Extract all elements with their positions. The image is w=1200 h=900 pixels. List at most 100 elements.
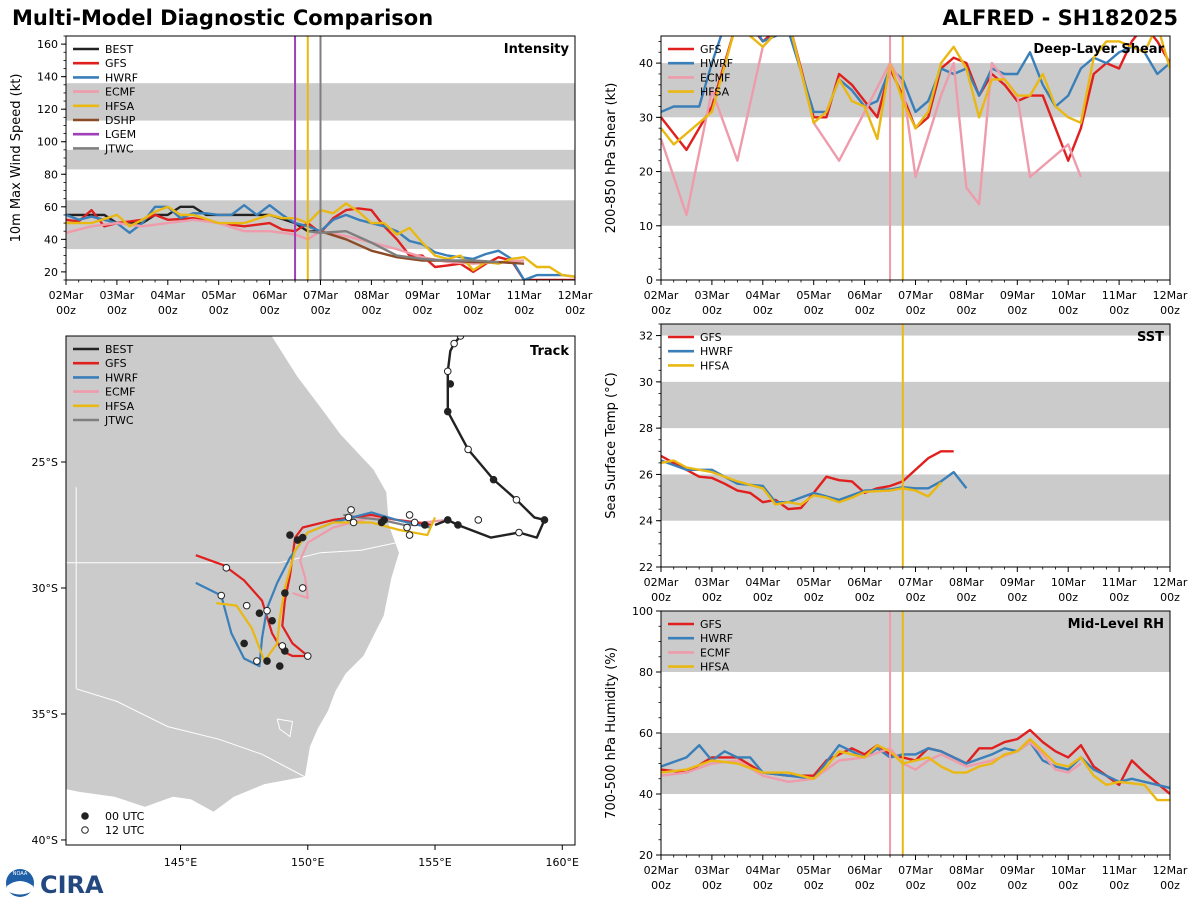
shear-xtick-label-hour: 00z [651, 304, 671, 317]
shear-xtick-label-hour: 00z [906, 304, 926, 317]
track-xtick-label: 155°E [418, 856, 451, 869]
marker-00utc [298, 533, 307, 542]
shear-bands [661, 63, 1170, 226]
state-border-0 [66, 542, 398, 564]
intensity-xtick-label-hour: 00z [311, 304, 331, 317]
marker-00utc [421, 521, 429, 529]
sst-xtick-label-date: 07Mar [898, 576, 933, 589]
track-panel-title: Track [530, 344, 569, 359]
rh-xtick-label-date: 04Mar [745, 864, 780, 877]
marker-12utc [464, 445, 472, 454]
intensity-xtick-label-hour: 00z [56, 304, 76, 317]
legend-label-gfs: GFS [700, 331, 722, 344]
sst-xtick-label-hour: 00z [906, 591, 926, 604]
rh-ytick-label: 80 [639, 666, 653, 679]
rh-xtick-label-date: 10Mar [1051, 864, 1086, 877]
intensity-xtick-label-date: 04Mar [150, 289, 185, 302]
intensity-ylabel: 10m Max Wind Speed (kt) [9, 74, 24, 243]
sst-xtick-label-date: 11Mar [1102, 576, 1137, 589]
marker-00utc [255, 609, 264, 617]
sst-xtick-label-date: 03Mar [695, 576, 730, 589]
shear-band-0 [661, 171, 1170, 226]
sst-ytick-label: 28 [639, 422, 653, 435]
legend-label-ecmf: ECMF [105, 86, 135, 99]
legend-label-gfs: GFS [105, 357, 127, 370]
state-border-2 [76, 688, 306, 778]
sst-xtick-label-hour: 00z [1007, 591, 1027, 604]
storm-id-title: ALFRED - SH182025 [942, 6, 1178, 30]
legend-label-hwrf: HWRF [700, 632, 733, 645]
shear-xtick-label-hour: 00z [1058, 304, 1078, 317]
shear-xtick-label-hour: 00z [1160, 304, 1180, 317]
intensity-xtick-label-date: 11Mar [507, 289, 542, 302]
sst-xtick-label-hour: 00z [804, 591, 824, 604]
sst-xtick-label-hour: 00z [702, 591, 722, 604]
marker-00utc [286, 531, 294, 539]
intensity-ytick-label: 120 [37, 103, 58, 116]
rh-xtick-label-hour: 00z [957, 879, 977, 892]
marker-12utc [410, 518, 419, 527]
intensity-xtick-label-hour: 00z [412, 304, 432, 317]
intensity-series-gfs [66, 207, 575, 280]
shear-xtick-label-date: 06Mar [847, 289, 882, 302]
intensity-ytick-label: 80 [44, 168, 58, 181]
track-ytick-label: 30°S [32, 582, 58, 595]
marker-12utc [344, 513, 353, 522]
marker-00utc [489, 475, 498, 484]
intensity-xtick-label-date: 02Mar [49, 289, 84, 302]
rh-xtick-label-date: 03Mar [695, 864, 730, 877]
shear-xtick-label-date: 09Mar [1000, 289, 1035, 302]
sst-xtick-label-date: 09Mar [1000, 576, 1035, 589]
marker-00utc [377, 518, 386, 527]
sst-xtick-label-date: 04Mar [745, 576, 780, 589]
marker-12utc [403, 523, 411, 532]
legend-label-hfsa: HFSA [105, 400, 135, 413]
sst-ytick-label: 32 [639, 330, 653, 343]
marker-12utc [347, 506, 355, 514]
sst-xtick-label-date: 05Mar [796, 576, 831, 589]
marker-12utc [405, 531, 414, 539]
rh-ytick-label: 20 [639, 849, 653, 862]
rh-xtick-label-date: 06Mar [847, 864, 882, 877]
marker-12utc [278, 642, 287, 650]
track-frame [65, 335, 576, 846]
legend-label-dshp: DSHP [105, 114, 136, 127]
legend-label-jtwc: JTWC [104, 142, 134, 155]
sst-ylabel: Sea Surface Temp (°C) [604, 372, 619, 519]
intensity-xtick-label-hour: 00z [260, 304, 280, 317]
sst-xtick-label-hour: 00z [855, 591, 875, 604]
intensity-xtick-label-date: 08Mar [354, 289, 389, 302]
sst-xtick-label-date: 08Mar [949, 576, 984, 589]
rh-ylabel: 700-500 hPa Humidity (%) [604, 647, 619, 819]
state-border-3 [276, 718, 294, 738]
track-ytick-label: 40°S [32, 834, 58, 847]
legend-label-hfsa: HFSA [700, 661, 730, 674]
legend-label-best: BEST [105, 343, 133, 356]
cira-logo: NOAA CIRA [6, 869, 104, 898]
marker-12utc [405, 511, 414, 519]
rh-series-hfsa [661, 737, 1170, 802]
rh-xtick-label-hour: 00z [855, 879, 875, 892]
track-ytick-label: 35°S [32, 708, 58, 721]
track-hwrf [195, 511, 431, 668]
sst-ytick-label: 24 [639, 515, 653, 528]
shear-xtick-label-date: 08Mar [949, 289, 984, 302]
sst-xtick-label-hour: 00z [651, 591, 671, 604]
shear-series-hfsa [661, 36, 1170, 146]
legend-label-jtwc: JTWC [104, 414, 134, 427]
shear-xtick-label-date: 04Mar [745, 289, 780, 302]
shear-chart: 0 10 20 30 40 02Mar 00z 03Mar 00z 04Mar 00z 05Mar 00… [604, 35, 1188, 317]
marker-00utc [443, 516, 452, 524]
intensity-ytick-label: 100 [37, 136, 58, 149]
marker-12utc [512, 495, 521, 504]
rh-xtick-label-date: 08Mar [949, 864, 984, 877]
intensity-chart: 20 40 60 80 100 120 140 160 02Mar 00z 03Mar 00z 04Ma… [9, 35, 593, 317]
legend-label-hwrf: HWRF [105, 71, 138, 84]
intensity-xtick-label-hour: 00z [565, 304, 585, 317]
track-xtick-label: 150°E [291, 856, 324, 869]
intensity-xtick-label-date: 09Mar [405, 289, 440, 302]
track-ytick-label: 25°S [32, 456, 58, 469]
shear-ytick-label: 40 [639, 57, 653, 70]
legend-label-ecmf: ECMF [700, 646, 730, 659]
sst-xtick-label-date: 10Mar [1051, 576, 1086, 589]
